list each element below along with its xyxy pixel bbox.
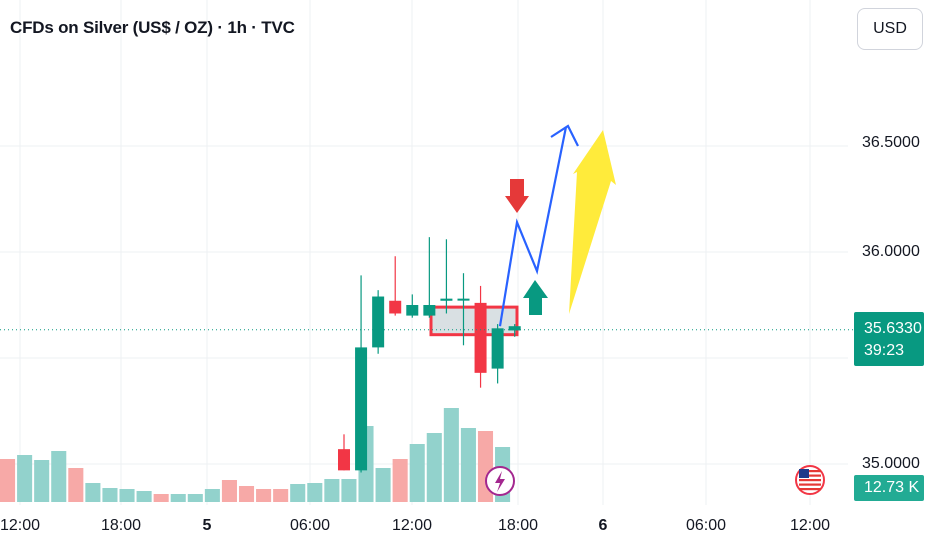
flag-stripe: [799, 470, 821, 473]
candle-body: [474, 302, 487, 373]
volume-bar: [221, 480, 237, 502]
volume-bar: [153, 494, 169, 502]
volume-bar: [460, 428, 476, 502]
time-tick: 5: [202, 517, 212, 534]
time-tick: 6: [598, 517, 608, 534]
price-tick: 36.0000: [862, 243, 920, 260]
time-tick: 06:00: [289, 517, 331, 534]
volume-bar: [119, 489, 135, 502]
volume-bar: [324, 479, 340, 502]
down-arrow: [505, 179, 529, 213]
flag-canton: [799, 469, 809, 478]
projection-arrowhead: [550, 124, 579, 147]
candle-body: [338, 449, 350, 471]
volume-bar: [392, 459, 408, 502]
current-price-value: 35.6330: [864, 320, 922, 337]
flag-stripe: [799, 474, 821, 477]
candle-body: [457, 298, 470, 301]
currency-button[interactable]: USD: [857, 8, 923, 50]
annotations: [498, 124, 616, 327]
candle-body: [440, 298, 453, 301]
time-tick: 18:00: [497, 517, 539, 534]
volume-bar: [307, 483, 323, 502]
candle-body: [491, 328, 504, 369]
time-tick: 12:00: [0, 517, 41, 534]
grid-lines: [0, 0, 848, 505]
volume-bar: [34, 460, 50, 502]
volume-bar: [204, 489, 220, 502]
volume-bar: [187, 494, 203, 502]
candles: [338, 237, 521, 473]
flag-stripe: [799, 488, 821, 491]
event-icons[interactable]: [485, 465, 825, 496]
flag-stripe: [799, 483, 821, 486]
projection-path: [498, 126, 568, 327]
up-arrow: [523, 280, 548, 315]
volume-bar: [375, 468, 391, 502]
price-tick: 35.0000: [862, 455, 920, 472]
volume-label: 12.73 K: [854, 475, 924, 501]
volume-bar: [256, 489, 272, 502]
candle-body: [406, 305, 419, 316]
volume-bar: [170, 494, 186, 502]
time-tick: 12:00: [789, 517, 831, 534]
chart-title: CFDs on Silver (US$ / OZ) · 1h · TVC: [10, 18, 295, 37]
volume-bar: [0, 459, 16, 502]
volume-bar: [68, 468, 84, 502]
candle-body: [389, 300, 402, 314]
volume-bar: [238, 486, 255, 502]
volume-bar: [136, 491, 152, 502]
volume-bar: [17, 455, 33, 502]
volume-bar: [341, 479, 357, 502]
candle-body: [372, 296, 385, 348]
candle-body: [508, 326, 521, 331]
volume-bar: [443, 408, 459, 502]
candle-body: [423, 305, 436, 316]
volume-bar: [51, 451, 67, 502]
candle-body: [355, 347, 368, 471]
time-tick: 18:00: [100, 517, 142, 534]
lightning-glyph: [495, 471, 505, 492]
volume-bar: [85, 483, 101, 502]
volume-bars: [0, 408, 511, 502]
highlight-zone-rect: [429, 305, 519, 337]
flag-stripe: [799, 479, 821, 482]
countdown-timer: 39:23: [864, 342, 905, 359]
us-flag-icon: [795, 465, 825, 495]
yellow-up-arrow: [569, 130, 616, 314]
volume-bar: [273, 489, 289, 502]
volume-bar: [409, 444, 425, 502]
volume-bar: [426, 433, 442, 502]
volume-bar: [102, 488, 118, 502]
highlight-zone: [429, 305, 519, 337]
time-tick: 06:00: [685, 517, 727, 534]
time-tick: 12:00: [391, 517, 433, 534]
volume-bar: [290, 484, 306, 502]
current-price-label: 35.6330 39:23: [854, 312, 924, 366]
price-tick: 36.5000: [862, 134, 920, 151]
